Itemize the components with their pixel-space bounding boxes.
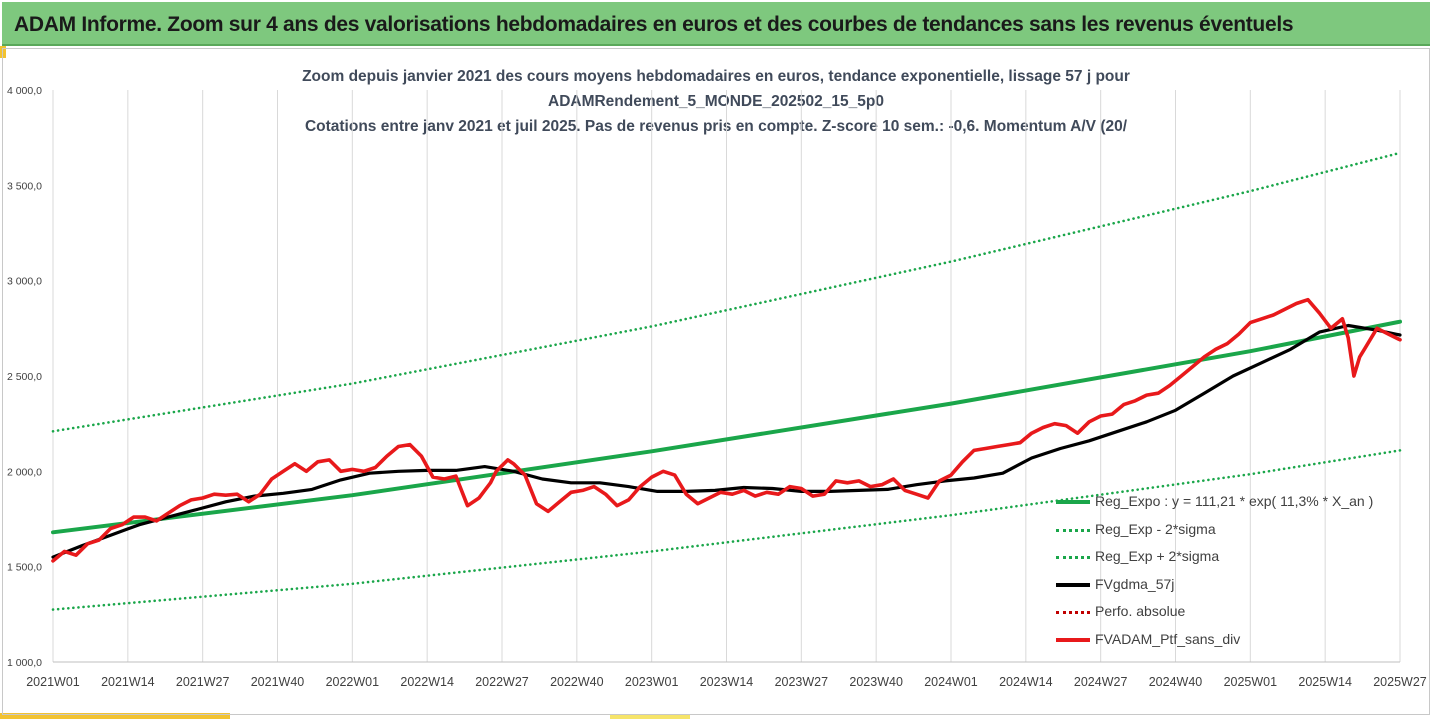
x-tick-label: 2025W14 xyxy=(1298,675,1352,689)
x-tick-label: 2023W01 xyxy=(625,675,679,689)
legend-item: FVgdma_57j xyxy=(1056,571,1396,599)
y-tick-label: 1 500,0 xyxy=(7,562,42,574)
chart-title-line-1: Zoom depuis janvier 2021 des cours moyen… xyxy=(302,68,1130,85)
x-tick-label: 2022W27 xyxy=(475,675,529,689)
legend-item: Reg_Expo : y = 111,21 * exp( 11,3% * X_a… xyxy=(1056,488,1396,516)
x-tick-label: 2022W40 xyxy=(550,675,604,689)
series-line-0 xyxy=(51,319,1402,535)
chart-legend: Reg_Expo : y = 111,21 * exp( 11,3% * X_a… xyxy=(1056,488,1396,653)
legend-swatch xyxy=(1056,556,1090,559)
x-tick-label: 2023W40 xyxy=(849,675,903,689)
report-title: ADAM Informe. Zoom sur 4 ans des valoris… xyxy=(14,13,1294,36)
x-tick-label: 2021W01 xyxy=(26,675,80,689)
legend-label: Reg_Expo : y = 111,21 * exp( 11,3% * X_a… xyxy=(1095,493,1374,509)
legend-swatch xyxy=(1056,500,1090,504)
accent-bar-bottom xyxy=(0,713,230,719)
y-tick-label: 2 500,0 xyxy=(7,371,42,383)
x-tick-label: 2022W14 xyxy=(400,675,454,689)
series-line-5 xyxy=(51,297,1402,563)
x-tick-label: 2024W14 xyxy=(999,675,1053,689)
x-tick-label: 2023W27 xyxy=(775,675,829,689)
series-line-3 xyxy=(51,323,1402,559)
x-tick-label: 2024W40 xyxy=(1149,675,1203,689)
y-tick-label: 3 500,0 xyxy=(7,180,42,192)
y-tick-label: 4 000,0 xyxy=(7,85,42,97)
chart-gridlines xyxy=(52,90,1401,662)
legend-label: Reg_Exp + 2*sigma xyxy=(1095,548,1220,564)
y-tick-label: 2 000,0 xyxy=(7,466,42,478)
legend-swatch xyxy=(1056,582,1090,587)
y-tick-label: 1 000,0 xyxy=(7,657,42,669)
legend-swatch xyxy=(1056,611,1090,614)
x-tick-label: 2021W40 xyxy=(251,675,305,689)
x-tick-label: 2023W14 xyxy=(700,675,754,689)
legend-label: FVADAM_Ptf_sans_div xyxy=(1095,630,1241,647)
chart-title-line-3: Cotations entre janv 2021 et juil 2025. … xyxy=(304,118,1128,135)
y-tick-label: 3 000,0 xyxy=(7,276,42,288)
legend-item: Reg_Exp - 2*sigma xyxy=(1056,516,1396,544)
chart-frame xyxy=(2,48,1430,715)
accent-bar-bottom-2 xyxy=(610,715,690,719)
x-tick-label: 2025W27 xyxy=(1373,675,1427,689)
x-tick-label: 2022W01 xyxy=(326,675,380,689)
legend-label: FVgdma_57j xyxy=(1095,575,1175,592)
x-tick-label: 2025W01 xyxy=(1224,675,1278,689)
report-banner: ADAM Informe. Zoom sur 4 ans des valoris… xyxy=(2,2,1430,46)
chart-series xyxy=(51,151,1402,611)
accent-bar-top xyxy=(0,46,6,58)
legend-item: Reg_Exp + 2*sigma xyxy=(1056,543,1396,571)
legend-swatch xyxy=(1056,637,1090,642)
x-tick-label: 2021W14 xyxy=(101,675,155,689)
legend-item: FVADAM_Ptf_sans_div xyxy=(1056,626,1396,654)
x-tick-label: 2024W01 xyxy=(924,675,978,689)
chart-title-line-2: ADAMRendement_5_MONDE_202502_15_5p0 xyxy=(548,93,884,110)
legend-label: Reg_Exp - 2*sigma xyxy=(1095,520,1216,537)
x-tick-label: 2024W27 xyxy=(1074,675,1128,689)
series-line-2 xyxy=(51,151,1402,433)
legend-item: Perfo. absolue xyxy=(1056,598,1396,626)
x-tick-label: 2021W27 xyxy=(176,675,230,689)
legend-label: Perfo. absolue xyxy=(1095,603,1186,619)
series-line-1 xyxy=(51,449,1402,611)
chart-title: Zoom depuis janvier 2021 des cours moyen… xyxy=(0,64,1432,139)
legend-swatch xyxy=(1056,528,1090,532)
chart-axes: 2021W01 2021W14 2021W27 2021W40 2022W01 2022W… xyxy=(7,85,1427,689)
